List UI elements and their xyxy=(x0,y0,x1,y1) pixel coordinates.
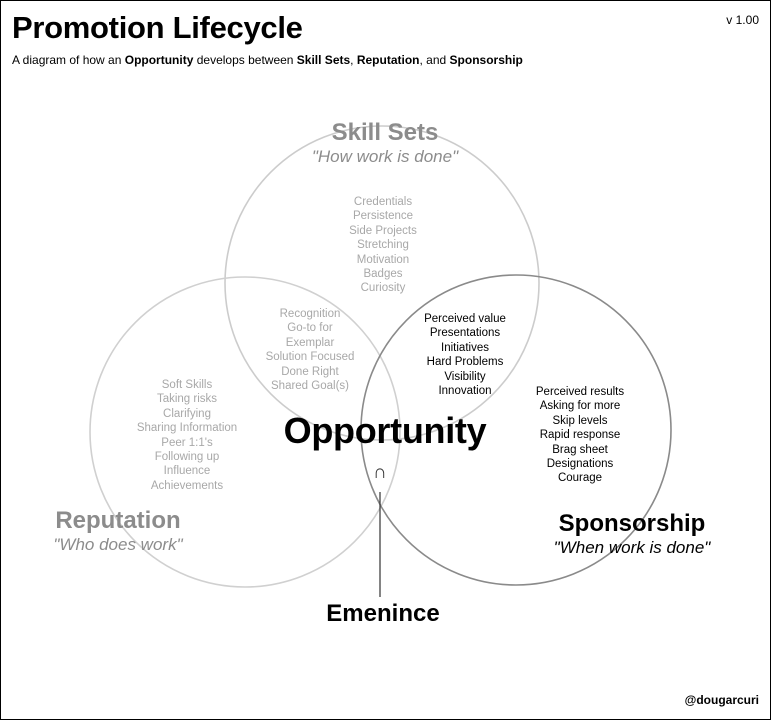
list-item: Stretching xyxy=(357,239,409,252)
list-item: Badges xyxy=(363,268,403,281)
list-item: Visibility xyxy=(444,370,486,383)
list-item: Presentations xyxy=(429,327,501,340)
subtitle-text-1: A diagram of how an xyxy=(12,53,125,67)
list-item: Side Projects xyxy=(349,224,417,237)
reputation-title: Reputation xyxy=(55,507,181,534)
list-item: Initiatives xyxy=(441,341,489,354)
skill-only-list: Credentials Persistence Side Projects Stret… xyxy=(323,195,443,296)
list-item: Skip levels xyxy=(552,414,608,427)
list-item: Innovation xyxy=(438,385,492,398)
list-item: Recognition xyxy=(279,308,341,320)
skill-sets-title: Skill Sets xyxy=(331,119,439,146)
list-item: Solution Focused xyxy=(265,351,355,364)
list-item: Curiosity xyxy=(360,282,406,295)
subtitle-bold-reputation: Reputation xyxy=(356,53,420,67)
list-item: Perceived value xyxy=(424,313,506,325)
skill-reputation-list: Recognition Go-to for Exemplar Solution Foc… xyxy=(250,307,370,393)
list-item: Achievements xyxy=(150,479,224,492)
page-subtitle: A diagram of how an Opportunity develops… xyxy=(12,53,523,67)
emenince-label: Emenince xyxy=(326,600,440,627)
sponsorship-circle xyxy=(360,274,672,586)
list-item: Done Right xyxy=(281,365,339,378)
reputation-circle xyxy=(89,276,401,588)
list-item: Rapid response xyxy=(539,429,621,442)
list-item: Designations xyxy=(546,458,614,471)
skill-sets-subtitle: "How work is done" xyxy=(311,147,459,166)
list-item: Sharing Information xyxy=(136,422,238,435)
subtitle-bold-opportunity: Opportunity xyxy=(124,53,194,67)
reputation-label: Reputation "Who does work" xyxy=(28,507,208,555)
list-item: Courage xyxy=(557,472,603,485)
list-item: Influence xyxy=(163,465,211,478)
subtitle-text-3: , xyxy=(350,53,357,67)
skill-sets-circle xyxy=(224,125,540,441)
sponsorship-label: Sponsorship "When work is done" xyxy=(532,510,732,558)
list-item: Shared Goal(s) xyxy=(271,380,349,393)
sponsorship-subtitle: "When work is done" xyxy=(553,538,711,557)
page-title: Promotion Lifecycle xyxy=(12,10,303,45)
list-item: Soft Skills xyxy=(161,379,213,391)
sponsorship-title: Sponsorship xyxy=(558,510,706,537)
list-item: Taking risks xyxy=(156,393,218,406)
reputation-subtitle: "Who does work" xyxy=(53,535,183,554)
list-item: Peer 1:1's xyxy=(161,436,213,449)
subtitle-bold-sponsorship: Sponsorship xyxy=(449,53,523,67)
list-item: Persistence xyxy=(352,210,414,223)
list-item: Credentials xyxy=(353,196,413,208)
list-item: Brag sheet xyxy=(552,443,608,456)
skill-sets-label: Skill Sets "How work is done" xyxy=(285,119,485,167)
intersection-symbol: ∩ xyxy=(373,462,387,483)
list-item: Perceived results xyxy=(535,386,625,398)
list-item: Hard Problems xyxy=(426,356,504,369)
version-label: v 1.00 xyxy=(726,13,759,27)
subtitle-text-4: , and xyxy=(419,53,450,67)
list-item: Clarifying xyxy=(163,407,211,420)
subtitle-text-2: develops between xyxy=(193,53,297,67)
opportunity-label: Opportunity xyxy=(283,410,487,451)
skill-sponsorship-list: Perceived value Presentations Initiatives H… xyxy=(405,312,525,398)
author-handle: @dougarcuri xyxy=(684,693,759,707)
list-item: Following up xyxy=(154,451,220,464)
list-item: Exemplar xyxy=(285,336,335,349)
sponsorship-only-list: Perceived results Asking for more Skip lev… xyxy=(520,385,640,486)
reputation-only-list: Soft Skills Taking risks Clarifying Sharing… xyxy=(122,378,252,493)
list-item: Asking for more xyxy=(539,400,621,413)
subtitle-bold-skill-sets: Skill Sets xyxy=(296,53,351,67)
list-item: Go-to for xyxy=(287,322,333,335)
list-item: Motivation xyxy=(356,253,410,266)
